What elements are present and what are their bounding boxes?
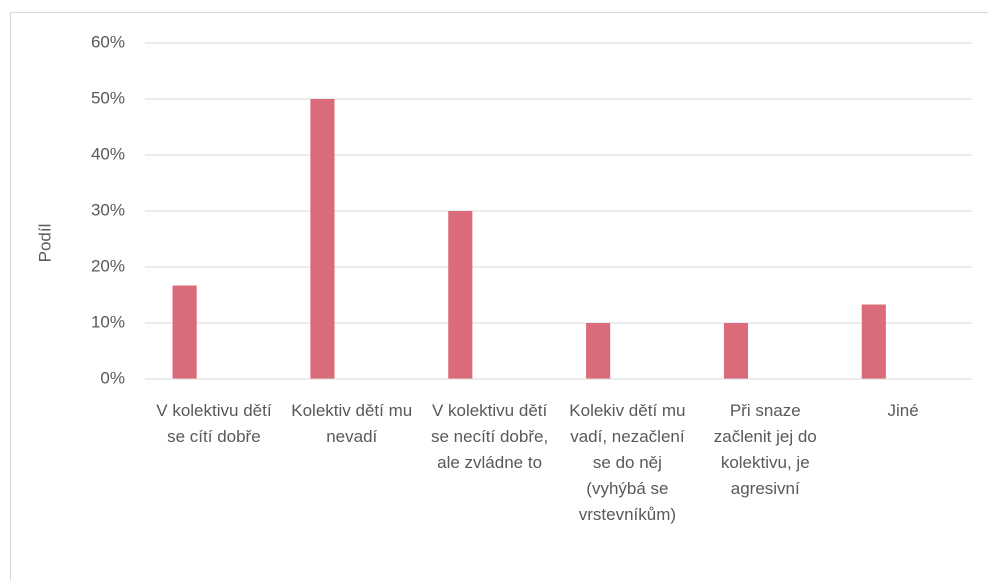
x-tick-label: V kolektivu dětí se cítí dobře — [156, 401, 272, 446]
chart-border — [10, 12, 988, 581]
x-tick-label: Jiné — [887, 401, 919, 420]
bar — [172, 285, 197, 379]
x-tick-label: Při snaze začlenit jej do kolektivu, je … — [713, 401, 817, 498]
bar — [586, 323, 611, 379]
y-axis-label: Podíl — [35, 224, 54, 263]
bar — [861, 304, 886, 379]
x-tick-label: V kolektivu dětí se necítí dobře, ale zv… — [430, 401, 549, 472]
y-tick-label: 0% — [100, 368, 125, 387]
bar — [448, 211, 473, 379]
y-tick-label: 60% — [91, 32, 125, 51]
y-tick-label: 10% — [91, 312, 125, 331]
y-tick-label: 40% — [91, 144, 125, 163]
y-tick-label: 20% — [91, 256, 125, 275]
bar — [723, 323, 749, 379]
bar — [310, 99, 335, 379]
y-tick-label: 30% — [91, 200, 125, 219]
y-tick-label: 50% — [91, 88, 125, 107]
x-tick-label: Kolekiv dětí mu vadí, nezačlení se do ně… — [569, 401, 686, 524]
x-tick-label: Kolektiv dětí mu nevadí — [291, 401, 413, 446]
